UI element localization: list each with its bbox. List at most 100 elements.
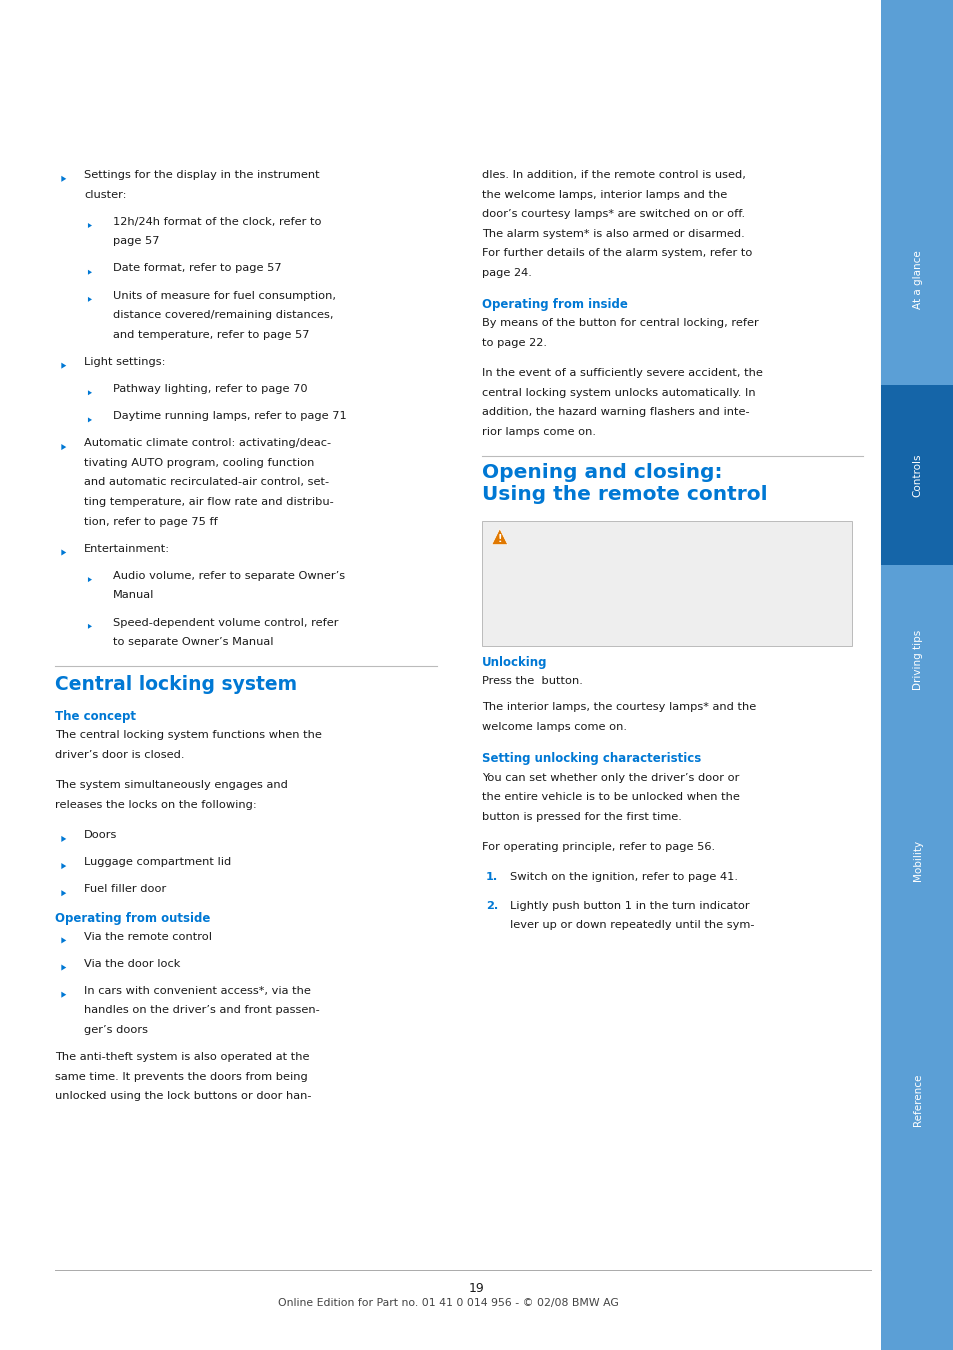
Text: By means of the button for central locking, refer: By means of the button for central locki… (481, 319, 758, 328)
Text: Mobility: Mobility (912, 840, 922, 880)
Text: Settings for the display in the instrument: Settings for the display in the instrume… (84, 170, 319, 180)
Text: Press the  button.: Press the button. (481, 676, 582, 686)
Text: Units of measure for fuel consumption,: Units of measure for fuel consumption, (112, 290, 335, 301)
Text: tivating AUTO program, cooling function: tivating AUTO program, cooling function (84, 458, 314, 468)
Text: The concept: The concept (55, 710, 136, 724)
Polygon shape (88, 223, 91, 228)
Text: the entire vehicle is to be unlocked when the: the entire vehicle is to be unlocked whe… (481, 792, 739, 802)
Text: Online Edition for Part no. 01 41 0 014 956 - © 02/08 BMW AG: Online Edition for Part no. 01 41 0 014 … (277, 1297, 618, 1308)
Text: dles. In addition, if the remote control is used,: dles. In addition, if the remote control… (481, 170, 745, 180)
Bar (881, 385, 953, 566)
Text: Using the remote control: Using the remote control (481, 485, 766, 505)
Text: and automatic recirculated-air control, set-: and automatic recirculated-air control, … (84, 478, 329, 487)
Polygon shape (88, 417, 91, 423)
Polygon shape (61, 176, 66, 182)
Text: Controls: Controls (912, 454, 922, 497)
Polygon shape (61, 937, 66, 944)
Polygon shape (61, 836, 66, 842)
Text: Speed-dependent volume control, refer: Speed-dependent volume control, refer (112, 617, 337, 628)
Bar (481, 521, 851, 645)
Text: central locking system unlocks automatically. In: central locking system unlocks automatic… (481, 387, 755, 398)
Text: to separate Owner’s Manual: to separate Owner’s Manual (112, 637, 273, 647)
Polygon shape (61, 964, 66, 971)
Text: 1.: 1. (485, 872, 497, 883)
Polygon shape (61, 890, 66, 896)
Text: In cars with convenient access*, via the: In cars with convenient access*, via the (84, 986, 311, 996)
Text: Audio volume, refer to separate Owner’s: Audio volume, refer to separate Owner’s (112, 571, 344, 580)
Text: In the event of a sufficiently severe accident, the: In the event of a sufficiently severe ac… (481, 369, 761, 378)
Polygon shape (88, 624, 91, 629)
Text: The central locking system functions when the: The central locking system functions whe… (55, 730, 322, 740)
Text: The interior lamps, the courtesy lamps* and the: The interior lamps, the courtesy lamps* … (481, 702, 755, 713)
Text: Daytime running lamps, refer to page 71: Daytime running lamps, refer to page 71 (112, 412, 346, 421)
Polygon shape (88, 297, 91, 302)
Text: could lock the doors from the inside. You: could lock the doors from the inside. Yo… (514, 551, 739, 562)
Text: ger’s doors: ger’s doors (84, 1025, 148, 1035)
Text: welcome lamps come on.: welcome lamps come on. (481, 722, 626, 732)
Text: page 24.: page 24. (481, 267, 531, 278)
Text: ting temperature, air flow rate and distribu-: ting temperature, air flow rate and dist… (84, 497, 334, 508)
Text: to page 22.: to page 22. (481, 338, 546, 348)
Polygon shape (491, 529, 507, 544)
Polygon shape (88, 390, 91, 396)
Text: tion, refer to page 75 ff: tion, refer to page 75 ff (84, 517, 217, 526)
Text: Driving tips: Driving tips (912, 630, 922, 690)
Polygon shape (61, 363, 66, 369)
Text: Operating from inside: Operating from inside (481, 298, 627, 312)
Bar (881, 0, 953, 1350)
Text: the welcome lamps, interior lamps and the: the welcome lamps, interior lamps and th… (481, 189, 726, 200)
Text: you when you leave the vehicle so that the latter: you when you leave the vehicle so that t… (514, 590, 786, 601)
Text: Date format, refer to page 57: Date format, refer to page 57 (112, 263, 281, 274)
Text: Light settings:: Light settings: (84, 356, 165, 367)
Text: Via the remote control: Via the remote control (84, 931, 212, 941)
Text: 12h/24h format of the clock, refer to: 12h/24h format of the clock, refer to (112, 217, 321, 227)
Text: can be opened from outside.◄: can be opened from outside.◄ (514, 610, 680, 620)
Text: addition, the hazard warning flashers and inte-: addition, the hazard warning flashers an… (481, 408, 749, 417)
Text: 2.: 2. (485, 900, 497, 911)
Text: lever up or down repeatedly until the sym-: lever up or down repeatedly until the sy… (509, 921, 754, 930)
Text: You can set whether only the driver’s door or: You can set whether only the driver’s do… (481, 772, 739, 783)
Text: releases the locks on the following:: releases the locks on the following: (55, 799, 256, 810)
Text: The anti-theft system is also operated at the: The anti-theft system is also operated a… (55, 1052, 310, 1062)
Polygon shape (61, 549, 66, 555)
Text: unlocked using the lock buttons or door han-: unlocked using the lock buttons or door … (55, 1091, 312, 1102)
Text: driver’s door is closed.: driver’s door is closed. (55, 749, 185, 760)
Text: At a glance: At a glance (912, 251, 922, 309)
Text: Opening and closing:: Opening and closing: (481, 463, 721, 482)
Text: 19: 19 (469, 1282, 484, 1295)
Text: Pathway lighting, refer to page 70: Pathway lighting, refer to page 70 (112, 383, 307, 394)
Text: Unlocking: Unlocking (481, 656, 547, 670)
Text: Manual: Manual (112, 590, 153, 601)
Text: Fuel filler door: Fuel filler door (84, 884, 166, 895)
Text: The alarm system* is also armed or disarmed.: The alarm system* is also armed or disar… (481, 228, 743, 239)
Text: Via the door lock: Via the door lock (84, 958, 180, 969)
Text: Setting unlocking characteristics: Setting unlocking characteristics (481, 752, 700, 765)
Text: For further details of the alarm system, refer to: For further details of the alarm system,… (481, 248, 751, 258)
Text: button is pressed for the first time.: button is pressed for the first time. (481, 811, 681, 822)
Text: door’s courtesy lamps* are switched on or off.: door’s courtesy lamps* are switched on o… (481, 209, 744, 219)
Text: The system simultaneously engages and: The system simultaneously engages and (55, 780, 288, 790)
Text: handles on the driver’s and front passen-: handles on the driver’s and front passen… (84, 1006, 319, 1015)
Polygon shape (61, 992, 66, 998)
Text: and temperature, refer to page 57: and temperature, refer to page 57 (112, 329, 309, 340)
Polygon shape (61, 444, 66, 450)
Text: cluster:: cluster: (84, 189, 127, 200)
Text: Luggage compartment lid: Luggage compartment lid (84, 857, 231, 867)
Text: page 57: page 57 (112, 236, 159, 246)
Text: Lightly push button 1 in the turn indicator: Lightly push button 1 in the turn indica… (509, 900, 749, 911)
Text: Doors: Doors (84, 830, 117, 840)
Text: rior lamps come on.: rior lamps come on. (481, 427, 595, 437)
Text: should therefore take the remote control with: should therefore take the remote control… (514, 571, 766, 580)
Text: Reference: Reference (912, 1073, 922, 1126)
Text: distance covered/remaining distances,: distance covered/remaining distances, (112, 310, 333, 320)
Polygon shape (88, 578, 91, 582)
Text: Switch on the ignition, refer to page 41.: Switch on the ignition, refer to page 41… (509, 872, 737, 883)
Text: Entertainment:: Entertainment: (84, 544, 170, 554)
Polygon shape (61, 863, 66, 869)
Text: Central locking system: Central locking system (55, 675, 297, 694)
Text: For operating principle, refer to page 56.: For operating principle, refer to page 5… (481, 842, 714, 852)
Text: same time. It prevents the doors from being: same time. It prevents the doors from be… (55, 1072, 308, 1081)
Text: Persons or animals in a parked vehicle: Persons or animals in a parked vehicle (514, 532, 726, 541)
Polygon shape (88, 270, 91, 274)
Text: Operating from outside: Operating from outside (55, 911, 211, 925)
